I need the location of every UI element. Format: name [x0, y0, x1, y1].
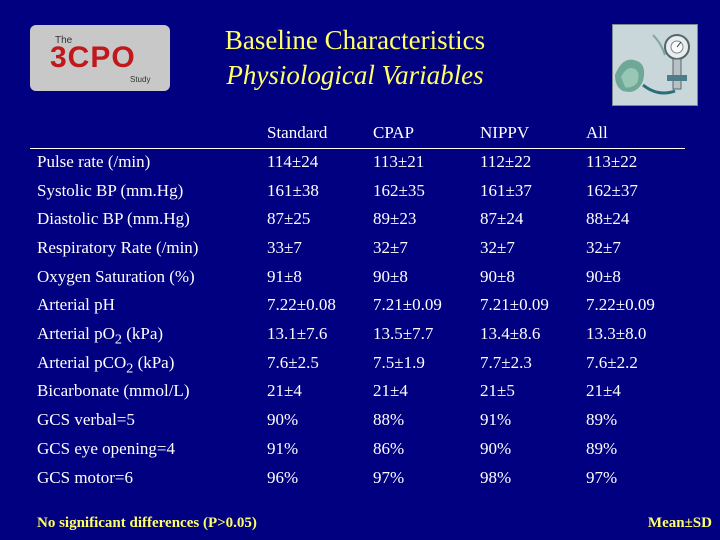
logo-small-bottom: Study — [130, 75, 151, 84]
cell-nippv: 90±8 — [480, 267, 515, 286]
cell-cpap: 7.5±1.9 — [373, 353, 425, 372]
cell-standard: 96% — [267, 468, 299, 487]
cell-nippv: 161±37 — [480, 181, 532, 200]
row-label: GCS motor=6 — [37, 468, 134, 487]
cell-nippv: 13.4±8.6 — [480, 324, 541, 343]
cell-cpap: 162±35 — [373, 181, 425, 200]
cell-cpap: 7.21±0.09 — [373, 295, 442, 314]
cell-standard: 87±25 — [267, 209, 311, 228]
row-label: Oxygen Saturation (%) — [37, 267, 195, 286]
ventilation-equipment-photo — [612, 24, 698, 106]
cell-cpap: 113±21 — [373, 152, 425, 171]
table-row: Pulse rate (/min) 114±24 113±21 112±22 1… — [0, 152, 720, 180]
column-header-cpap: CPAP — [373, 123, 414, 142]
table-row: Arterial pH 7.22±0.08 7.21±0.09 7.21±0.0… — [0, 295, 720, 323]
cell-nippv: 90% — [480, 439, 512, 458]
cell-all: 162±37 — [586, 181, 638, 200]
row-label: Arterial pCO2 (kPa) — [37, 353, 174, 377]
cell-all: 88±24 — [586, 209, 630, 228]
row-label: Diastolic BP (mm.Hg) — [37, 209, 190, 228]
table-row: Bicarbonate (mmol/L) 21±4 21±4 21±5 21±4 — [0, 381, 720, 409]
cell-standard: 114±24 — [267, 152, 319, 171]
cell-cpap: 21±4 — [373, 381, 408, 400]
table-row: Diastolic BP (mm.Hg) 87±25 89±23 87±24 8… — [0, 209, 720, 237]
cell-nippv: 112±22 — [480, 152, 532, 171]
cell-nippv: 98% — [480, 468, 512, 487]
footnote-significance: No significant differences (P>0.05) — [37, 515, 257, 531]
table-row: Respiratory Rate (/min) 33±7 32±7 32±7 3… — [0, 238, 720, 266]
3cpo-logo: The 3CPO Study — [30, 25, 170, 91]
footnote-mean-sd: Mean±SD — [647, 515, 712, 531]
cell-cpap: 32±7 — [373, 238, 408, 257]
cell-all: 13.3±8.0 — [586, 324, 647, 343]
cell-standard: 161±38 — [267, 181, 319, 200]
cell-nippv: 87±24 — [480, 209, 524, 228]
row-label-subscript: 2 — [126, 360, 134, 377]
cell-all: 7.22±0.09 — [586, 295, 655, 314]
column-header-nippv: NIPPV — [480, 123, 530, 142]
cell-nippv: 91% — [480, 410, 512, 429]
row-label: GCS verbal=5 — [37, 410, 135, 429]
row-label: Bicarbonate (mmol/L) — [37, 381, 190, 400]
row-label-subscript: 2 — [114, 331, 122, 348]
row-label: Arterial pH — [37, 295, 115, 314]
cell-all: 7.6±2.2 — [586, 353, 638, 372]
row-label-unit: (kPa) — [121, 324, 164, 343]
row-label: Respiratory Rate (/min) — [37, 238, 199, 257]
table-row: Oxygen Saturation (%) 91±8 90±8 90±8 90±… — [0, 267, 720, 295]
cell-all: 89% — [586, 410, 618, 429]
cell-nippv: 32±7 — [480, 238, 515, 257]
cell-all: 21±4 — [586, 381, 621, 400]
cell-standard: 90% — [267, 410, 299, 429]
cell-cpap: 13.5±7.7 — [373, 324, 434, 343]
table-row: GCS eye opening=4 91% 86% 90% 89% — [0, 439, 720, 467]
table-row: Systolic BP (mm.Hg) 161±38 162±35 161±37… — [0, 181, 720, 209]
cell-all: 32±7 — [586, 238, 621, 257]
cell-cpap: 89±23 — [373, 209, 417, 228]
cell-standard: 21±4 — [267, 381, 302, 400]
cell-standard: 7.6±2.5 — [267, 353, 319, 372]
cell-nippv: 7.7±2.3 — [480, 353, 532, 372]
cell-cpap: 86% — [373, 439, 405, 458]
row-label-main: Arterial pCO — [37, 353, 127, 372]
cell-standard: 13.1±7.6 — [267, 324, 328, 343]
cell-cpap: 90±8 — [373, 267, 408, 286]
table-row: GCS motor=6 96% 97% 98% 97% — [0, 468, 720, 496]
slide-title: Baseline Characteristics — [224, 25, 486, 55]
cell-nippv: 21±5 — [480, 381, 515, 400]
row-label: GCS eye opening=4 — [37, 439, 176, 458]
logo-main-text: 3CPO — [50, 41, 136, 74]
row-label: Arterial pO2 (kPa) — [37, 324, 163, 348]
cell-standard: 91±8 — [267, 267, 302, 286]
cell-all: 97% — [586, 468, 618, 487]
table-row: Arterial pCO2 (kPa) 7.6±2.5 7.5±1.9 7.7±… — [0, 353, 720, 381]
cell-cpap: 88% — [373, 410, 405, 429]
row-label: Systolic BP (mm.Hg) — [37, 181, 184, 200]
cell-all: 89% — [586, 439, 618, 458]
cell-standard: 7.22±0.08 — [267, 295, 336, 314]
cell-cpap: 97% — [373, 468, 405, 487]
cell-nippv: 7.21±0.09 — [480, 295, 549, 314]
row-label-main: Arterial pO — [37, 324, 115, 343]
header-divider — [30, 148, 685, 149]
cell-all: 90±8 — [586, 267, 621, 286]
logo-small-top: The — [55, 35, 73, 46]
column-header-standard: Standard — [267, 123, 328, 142]
row-label: Pulse rate (/min) — [37, 152, 151, 171]
column-header-all: All — [586, 123, 608, 142]
table-row: Arterial pO2 (kPa) 13.1±7.6 13.5±7.7 13.… — [0, 324, 720, 352]
slide-subtitle: Physiological Variables — [226, 60, 484, 90]
cell-standard: 91% — [267, 439, 299, 458]
cell-standard: 33±7 — [267, 238, 302, 257]
row-label-unit: (kPa) — [133, 353, 175, 372]
cell-all: 113±22 — [586, 152, 638, 171]
table-row: GCS verbal=5 90% 88% 91% 89% — [0, 410, 720, 438]
